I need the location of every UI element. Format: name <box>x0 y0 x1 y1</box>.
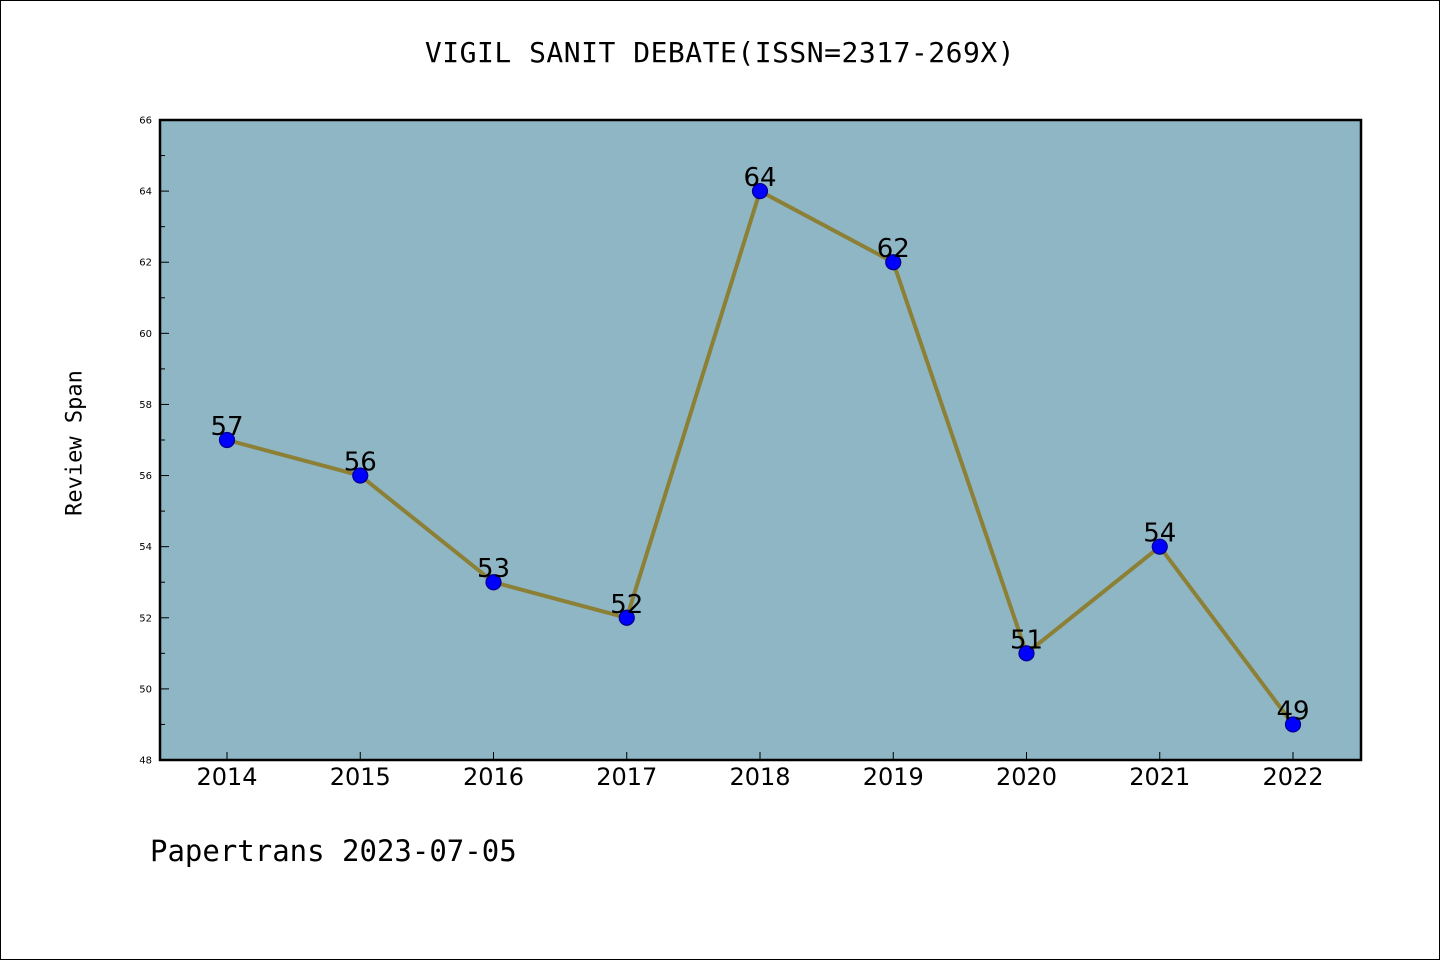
y-tick-label: 52 <box>139 613 152 624</box>
data-label: 53 <box>477 554 510 584</box>
data-point <box>885 254 902 271</box>
y-tick-label: 58 <box>139 400 152 411</box>
plot-frame <box>158 118 1363 762</box>
x-tick-label: 2016 <box>463 763 524 791</box>
data-label: 64 <box>743 163 776 193</box>
y-tick-label: 62 <box>139 258 152 269</box>
x-tick-label: 2019 <box>863 763 924 791</box>
x-tick-label: 2020 <box>996 763 1057 791</box>
data-point <box>1018 645 1035 662</box>
x-tick-label: 2014 <box>196 763 257 791</box>
data-label: 57 <box>210 412 243 442</box>
y-tick-label: 60 <box>139 329 152 340</box>
data-label: 54 <box>1143 519 1176 549</box>
y-tick-label: 48 <box>139 756 152 767</box>
data-point <box>751 183 769 200</box>
data-label: 52 <box>610 590 643 620</box>
y-tick-label: 56 <box>139 471 152 482</box>
x-tick-label: 2017 <box>596 763 657 791</box>
x-tick-label: 2015 <box>330 763 391 791</box>
y-tick-label: 66 <box>139 116 152 127</box>
data-label: 56 <box>344 448 377 478</box>
chart-title: VIGIL SANIT DEBATE(ISSN=2317-269X) <box>424 36 1016 69</box>
data-label: 62 <box>877 234 910 264</box>
x-tick-label: 2022 <box>1262 763 1323 791</box>
y-tick-label: 64 <box>139 187 152 198</box>
footer-note: Papertrans 2023-07-05 <box>150 834 517 868</box>
y-tick-label: 50 <box>139 684 152 695</box>
data-label: 51 <box>1010 625 1043 655</box>
data-point <box>1151 538 1168 555</box>
y-tick-label: 54 <box>139 542 152 553</box>
x-tick-label: 2018 <box>729 763 790 791</box>
data-point <box>218 431 236 449</box>
plot-area <box>160 120 1361 760</box>
x-tick-label: 2021 <box>1129 763 1190 791</box>
data-point <box>352 467 369 484</box>
data-point <box>618 609 635 626</box>
data-point <box>1284 716 1302 733</box>
data-label: 49 <box>1276 696 1309 726</box>
data-point <box>485 574 502 591</box>
